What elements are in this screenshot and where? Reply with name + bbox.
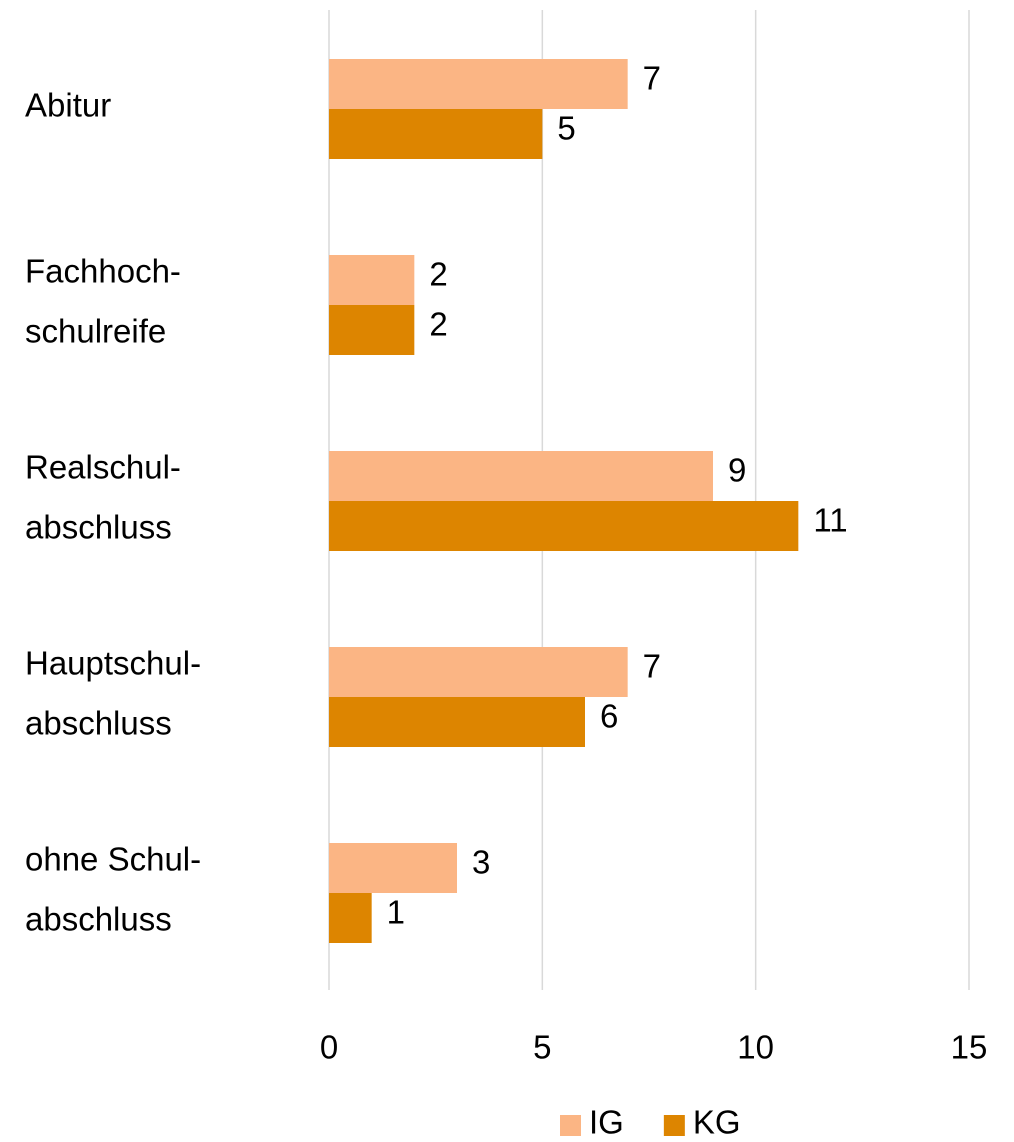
bar bbox=[329, 305, 415, 355]
legend-swatch bbox=[663, 1115, 685, 1136]
bar bbox=[329, 59, 628, 109]
value-label: 9 bbox=[728, 452, 746, 489]
x-tick-label: 5 bbox=[533, 1029, 551, 1066]
bar bbox=[329, 893, 372, 943]
category-label: abschluss bbox=[25, 901, 172, 938]
bar bbox=[329, 697, 585, 747]
x-tick-label: 10 bbox=[737, 1029, 774, 1066]
category-label: Hauptschul- bbox=[25, 645, 201, 682]
legend-label: KG bbox=[693, 1104, 741, 1141]
legend-label: IG bbox=[589, 1104, 624, 1141]
bar bbox=[329, 255, 415, 305]
bar bbox=[329, 843, 457, 893]
bar bbox=[329, 501, 799, 551]
category-label: abschluss bbox=[25, 705, 172, 742]
bar bbox=[329, 647, 628, 697]
value-label: 7 bbox=[643, 60, 661, 97]
category-label: Abitur bbox=[25, 87, 111, 124]
x-tick-label: 0 bbox=[320, 1029, 338, 1066]
category-label: Fachhoch- bbox=[25, 253, 181, 290]
value-label: 11 bbox=[813, 502, 847, 539]
bar bbox=[329, 451, 713, 501]
value-label: 3 bbox=[472, 844, 490, 881]
category-label: ohne Schul- bbox=[25, 841, 201, 878]
category-label: abschluss bbox=[25, 509, 172, 546]
value-label: 7 bbox=[643, 648, 661, 685]
legend-swatch bbox=[560, 1115, 581, 1136]
category-label: schulreife bbox=[25, 313, 166, 350]
category-label: Realschul- bbox=[25, 449, 181, 486]
value-label: 5 bbox=[557, 110, 575, 147]
value-label: 1 bbox=[387, 894, 405, 931]
value-label: 2 bbox=[429, 256, 447, 293]
value-label: 2 bbox=[429, 306, 447, 343]
x-tick-label: 15 bbox=[951, 1029, 988, 1066]
bar bbox=[329, 109, 543, 159]
value-label: 6 bbox=[600, 698, 618, 735]
